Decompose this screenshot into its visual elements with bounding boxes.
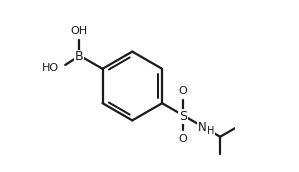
Text: S: S [179,110,187,123]
Text: O: O [179,87,187,96]
Text: B: B [75,50,84,63]
Text: O: O [179,134,187,144]
Text: H: H [207,126,214,136]
Text: OH: OH [71,26,88,36]
Text: N: N [198,121,207,135]
Text: HO: HO [42,63,59,73]
